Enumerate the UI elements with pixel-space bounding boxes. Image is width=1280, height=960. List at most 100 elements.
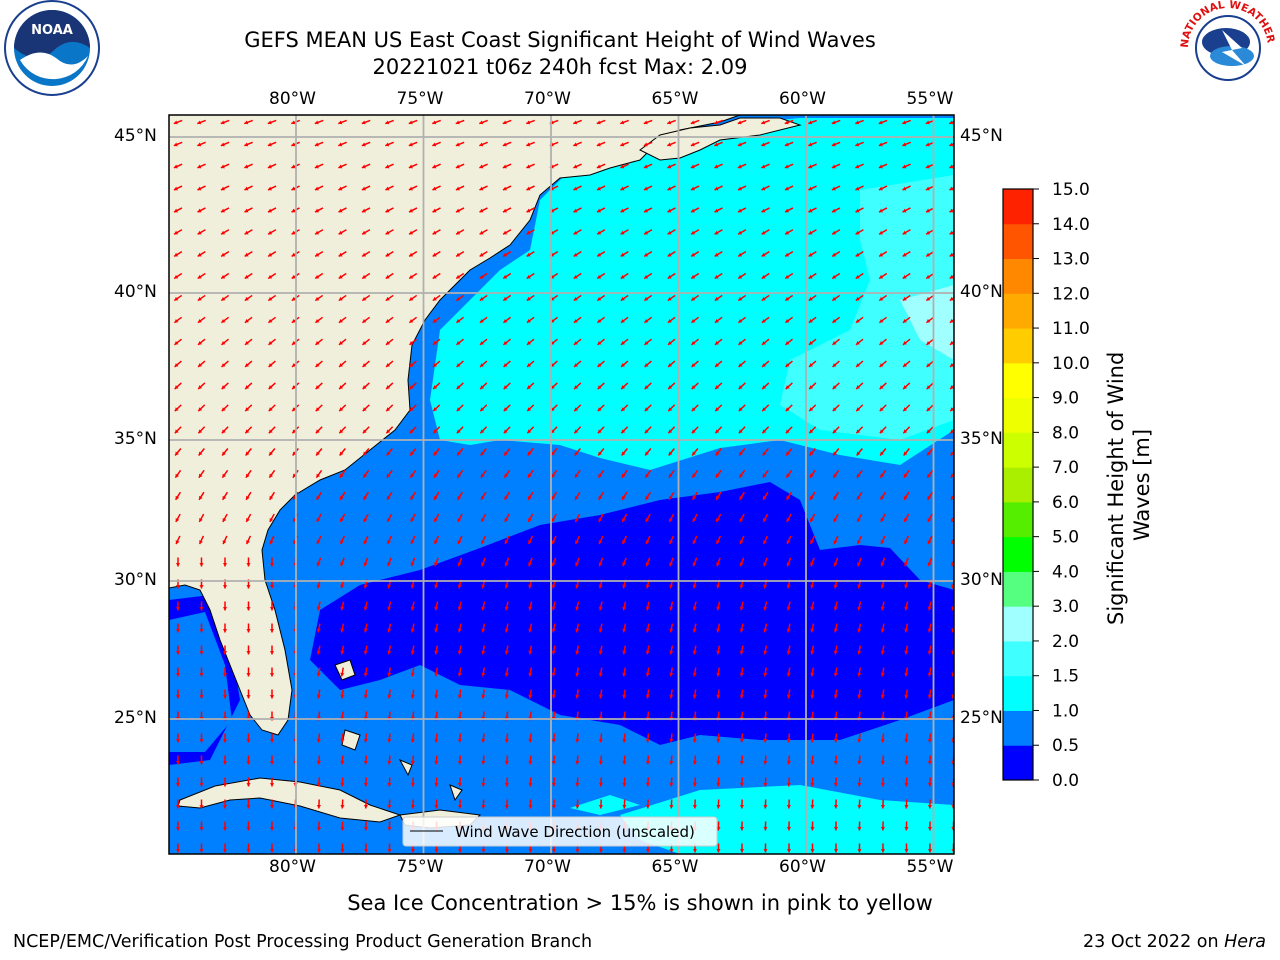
wave-arrow	[408, 141, 418, 147]
wave-arrow	[762, 469, 769, 479]
wave-arrow	[363, 755, 368, 765]
map-frame	[168, 114, 955, 855]
wave-arrow	[502, 229, 512, 235]
sea-ice-note: Sea Ice Concentration > 15% is shown in …	[347, 891, 933, 915]
wave-arrow	[786, 623, 791, 633]
wave-arrow	[457, 689, 462, 699]
wave-arrow	[763, 777, 768, 787]
wave-arrow	[831, 207, 841, 213]
wave-arrow	[927, 535, 933, 545]
wave-arrow	[762, 535, 769, 545]
wave-arrow	[269, 535, 275, 545]
wave-arrow	[596, 119, 606, 125]
wave-arrow	[691, 469, 699, 479]
wave-arrow	[573, 338, 582, 346]
wave-arrow	[199, 601, 204, 611]
wave-arrow	[902, 382, 911, 390]
wave-arrow	[832, 491, 840, 501]
wave-arrow	[904, 645, 909, 655]
wave-arrow	[269, 733, 275, 743]
wave-arrow	[855, 272, 864, 280]
wave-arrow	[268, 448, 276, 456]
wave-arrow	[879, 338, 887, 346]
wave-arrow	[220, 251, 230, 257]
wave-arrow	[810, 733, 815, 743]
wave-arrow	[808, 360, 817, 368]
wave-arrow	[925, 272, 935, 280]
wave-arrow	[197, 229, 206, 235]
wave-arrow	[622, 601, 627, 611]
wave-arrow	[598, 623, 603, 633]
wave-arrow	[528, 689, 533, 699]
colorbar-tick-label: 3.0	[1052, 597, 1079, 617]
wave-arrow	[551, 535, 557, 545]
wave-arrow	[527, 513, 534, 523]
wave-arrow	[761, 316, 770, 324]
wave-arrow	[175, 513, 181, 523]
wave-arrow	[504, 513, 510, 523]
wave-arrow	[456, 404, 464, 412]
wave-arrow	[855, 163, 864, 169]
wave-arrow	[528, 667, 533, 677]
wave-arrow	[269, 645, 275, 655]
wave-arrow	[857, 623, 862, 633]
arrow-legend: Wind Wave Direction (unscaled)	[402, 816, 718, 847]
wave-arrow	[199, 689, 204, 699]
wave-arrow	[550, 448, 558, 456]
wave-arrow	[361, 294, 371, 302]
colorbar-label: Significant Height of Wind Waves [m]	[1104, 345, 1154, 625]
wave-arrow	[856, 513, 863, 523]
wave-arrow	[622, 733, 627, 743]
wave-arrow	[409, 491, 417, 501]
wave-arrow	[245, 448, 252, 456]
wave-arrow	[479, 426, 488, 434]
graticule	[169, 115, 954, 854]
wave-arrow	[810, 843, 815, 853]
wave-arrow	[620, 294, 629, 302]
wave-arrow	[620, 207, 629, 213]
wave-arrow	[221, 426, 229, 434]
wave-arrow	[925, 251, 935, 257]
wave-arrow	[244, 163, 253, 169]
wave-arrow	[786, 535, 792, 545]
wave-arrow	[481, 689, 486, 699]
wave-arrow	[268, 338, 276, 346]
wave-arrow	[880, 689, 885, 699]
wave-arrow	[408, 229, 418, 235]
wave-arrow	[385, 163, 394, 169]
wave-arrow	[455, 185, 465, 191]
wave-arrow	[597, 404, 605, 412]
wave-arrow	[809, 448, 816, 456]
colorbar-bin	[1003, 745, 1033, 781]
wave-arrow	[668, 535, 675, 545]
wave-arrow	[385, 185, 394, 191]
colorbar-bin	[1003, 571, 1033, 607]
wave-arrow	[621, 513, 628, 523]
wave-arrow	[198, 448, 205, 456]
wave-arrow	[502, 207, 512, 213]
wave-arrow	[432, 338, 441, 346]
wave-arrow	[927, 667, 932, 677]
wave-arrow	[808, 119, 817, 125]
wave-arrow	[173, 272, 183, 280]
wave-arrow	[831, 251, 841, 257]
lat-label-left: 40°N	[114, 282, 157, 302]
wave-arrow	[314, 294, 324, 302]
wave-arrow	[363, 799, 369, 809]
wave-arrow	[810, 821, 815, 831]
wave-arrow	[455, 272, 465, 280]
wave-arrow	[220, 207, 230, 213]
wave-arrow	[737, 251, 747, 257]
wave-arrow	[786, 645, 791, 655]
wave-arrow	[643, 163, 653, 169]
wave-arrow	[691, 426, 699, 434]
wave-arrow	[784, 185, 794, 191]
wave-arrow	[645, 601, 650, 611]
wave-arrow	[220, 272, 230, 280]
wave-arrow	[434, 755, 439, 765]
wave-arrow	[410, 733, 415, 743]
wave-arrow	[645, 799, 651, 809]
wave-arrow	[387, 821, 392, 831]
lat-label-right: 40°N	[960, 282, 1003, 302]
wave-arrow	[904, 557, 909, 567]
